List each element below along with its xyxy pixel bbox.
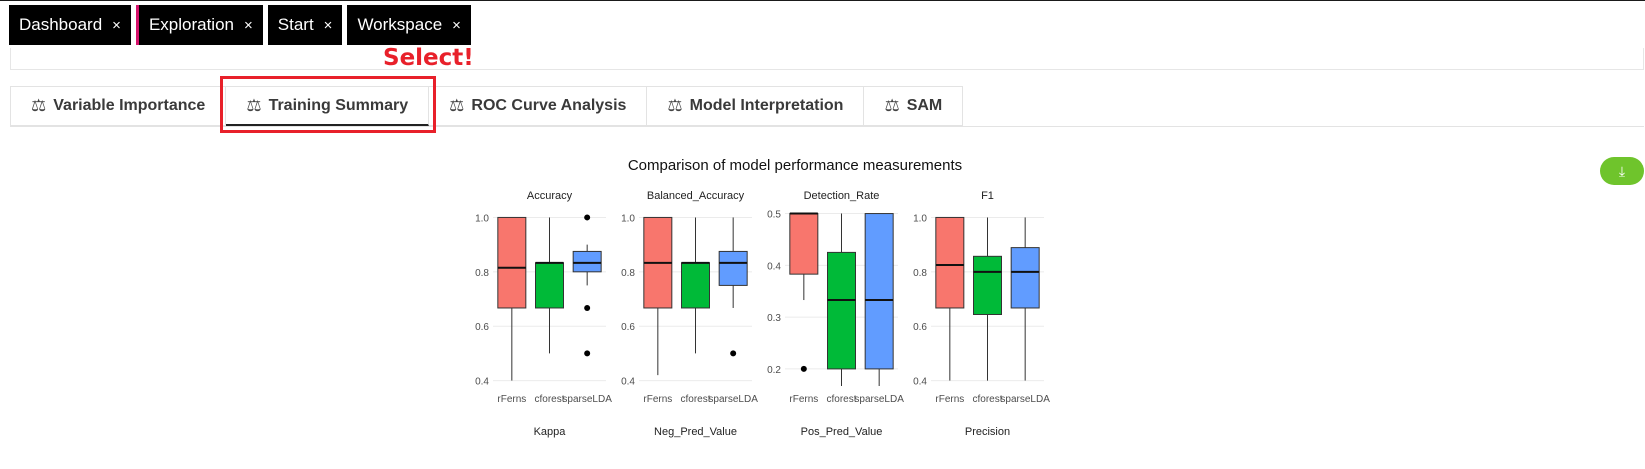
top-tab-label: Dashboard <box>19 15 103 34</box>
box-cforest <box>827 251 856 370</box>
y-tick-label: 0.6 <box>475 322 489 333</box>
box-rFerns <box>935 216 965 309</box>
panel-title: Precision <box>965 426 1010 438</box>
top-tab-workspace[interactable]: Workspace × <box>347 5 471 45</box>
top-tab-label: Exploration <box>148 15 234 34</box>
box-cforest <box>973 255 1002 315</box>
outlier-point <box>584 350 591 357</box>
tab-bar-divider <box>10 126 1644 127</box>
chart-title: Comparison of model performance measurem… <box>627 157 963 174</box>
balance-scale-icon: ⚖ <box>246 95 262 115</box>
x-tick-label: cforest <box>534 394 564 405</box>
box-sparseLDA <box>864 213 894 370</box>
box-cforest <box>681 262 710 309</box>
y-tick-label: 0.6 <box>913 322 927 333</box>
top-tab-bar: Dashboard × Exploration × Start × Worksp… <box>9 5 471 45</box>
tab-label: Variable Importance <box>53 97 206 114</box>
y-tick-label: 0.4 <box>621 377 635 388</box>
tool-tab-bar: ⚖ Variable Importance ⚖ Training Summary… <box>10 86 964 127</box>
top-tab-label: Workspace <box>357 15 443 34</box>
header-panel <box>10 48 1644 70</box>
top-tab-label: Start <box>277 15 314 34</box>
select-callout: Select! <box>383 45 474 71</box>
y-tick-label: 0.4 <box>475 377 489 388</box>
x-tick-label: sparseLDA <box>708 394 758 405</box>
panel-title: Kappa <box>534 426 567 438</box>
y-tick-label: 0.4 <box>767 261 781 272</box>
x-tick-label: rFerns <box>789 394 818 405</box>
panel-title: F1 <box>981 190 994 202</box>
x-tick-label: rFerns <box>935 394 964 405</box>
x-tick-label: cforest <box>972 394 1002 405</box>
balance-scale-icon: ⚖ <box>667 96 683 115</box>
box-rFerns <box>497 216 527 309</box>
tab-model-interpretation[interactable]: ⚖ Model Interpretation <box>647 86 865 126</box>
x-tick-label: cforest <box>826 394 856 405</box>
x-tick-label: sparseLDA <box>1000 394 1050 405</box>
tab-label: ROC Curve Analysis <box>471 97 627 114</box>
y-tick-label: 0.6 <box>621 322 635 333</box>
y-tick-label: 1.0 <box>621 213 635 224</box>
x-tick-label: sparseLDA <box>854 394 904 405</box>
tab-label: Model Interpretation <box>689 97 844 114</box>
y-tick-label: 0.4 <box>913 377 927 388</box>
outlier-point <box>730 350 737 357</box>
y-tick-label: 1.0 <box>913 213 927 224</box>
panel-title: Neg_Pred_Value <box>654 426 737 438</box>
x-tick-label: rFerns <box>643 394 672 405</box>
y-tick-label: 0.8 <box>913 268 927 279</box>
x-tick-label: rFerns <box>497 394 526 405</box>
y-tick-label: 1.0 <box>475 213 489 224</box>
top-tab-exploration[interactable]: Exploration × <box>135 5 263 45</box>
y-tick-label: 0.8 <box>621 268 635 279</box>
panel-title: Pos_Pred_Value <box>801 426 883 438</box>
y-tick-label: 0.2 <box>767 365 781 376</box>
top-tab-start[interactable]: Start × <box>267 5 343 45</box>
x-tick-label: cforest <box>680 394 710 405</box>
outlier-point <box>800 365 807 372</box>
y-tick-label: 0.8 <box>475 268 489 279</box>
y-tick-label: 0.3 <box>767 313 781 324</box>
top-border-line <box>0 0 1645 1</box>
tab-label: SAM <box>906 97 943 114</box>
box-sparseLDA <box>1010 247 1040 309</box>
close-icon[interactable]: × <box>452 16 461 34</box>
box-cforest <box>535 262 564 309</box>
x-tick-label: sparseLDA <box>562 394 612 405</box>
outlier-point <box>584 304 591 311</box>
panel-title: Balanced_Accuracy <box>647 190 745 202</box>
outlier-point <box>584 214 591 221</box>
balance-scale-icon: ⚖ <box>31 96 47 115</box>
top-tab-dashboard[interactable]: Dashboard × <box>9 5 131 45</box>
tab-sam[interactable]: ⚖ SAM <box>864 86 964 126</box>
box-sparseLDA <box>718 250 748 286</box>
box-rFerns <box>789 213 819 275</box>
box-sparseLDA <box>572 250 602 273</box>
panel-title: Detection_Rate <box>804 190 880 202</box>
balance-scale-icon: ⚖ <box>884 96 900 115</box>
close-icon[interactable]: × <box>244 16 253 34</box>
close-icon[interactable]: × <box>323 16 333 34</box>
download-button[interactable]: ⤓ <box>1600 157 1644 185</box>
tab-training-summary[interactable]: ⚖ Training Summary <box>226 86 430 126</box>
balance-scale-icon: ⚖ <box>449 96 465 115</box>
panel-title: Accuracy <box>527 190 573 202</box>
download-icon: ⤓ <box>1618 162 1626 179</box>
tab-roc-curve-analysis[interactable]: ⚖ ROC Curve Analysis <box>429 86 648 126</box>
close-icon[interactable]: × <box>112 16 121 34</box>
tab-label: Training Summary <box>268 96 409 114</box>
tab-variable-importance[interactable]: ⚖ Variable Importance <box>10 86 227 126</box>
y-tick-label: 0.5 <box>767 210 781 221</box>
